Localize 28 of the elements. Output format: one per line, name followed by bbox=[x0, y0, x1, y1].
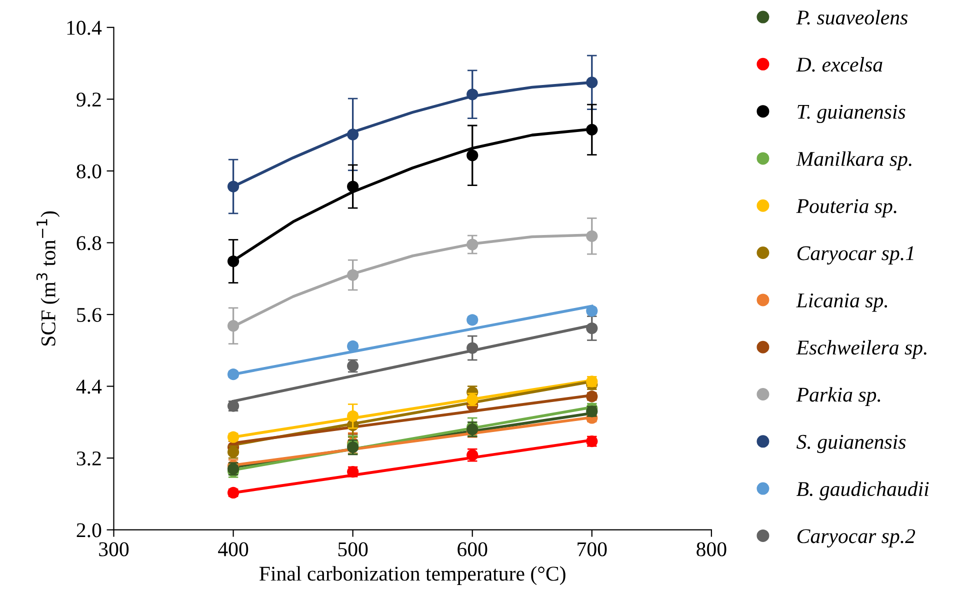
y-tick-label: 6.8 bbox=[76, 236, 102, 250]
legend-label: Eschweilera sp. bbox=[796, 340, 926, 359]
legend-label: S. guianensis bbox=[796, 434, 906, 454]
legend-label: Pouteria sp. bbox=[796, 199, 896, 218]
legend-label: Caryocar sp.1 bbox=[797, 246, 914, 265]
y-tick-label: 2.0 bbox=[76, 523, 102, 538]
y-tick-label: 4.4 bbox=[76, 380, 102, 394]
legend-label: P. suaveolens bbox=[796, 10, 908, 25]
legend-label: Caryocar sp.2 bbox=[797, 529, 916, 548]
x-tick-label: 800 bbox=[696, 542, 726, 556]
x-tick-label: 700 bbox=[578, 542, 607, 556]
legend-label: B. gaudichaudii bbox=[796, 481, 929, 500]
legend-label: Parkia sp. bbox=[796, 387, 880, 406]
legend-label: Licania sp. bbox=[796, 293, 888, 312]
x-axis-title: Final carbonization temperature (°C) bbox=[259, 566, 566, 585]
legend-label: T. guianensis bbox=[798, 104, 906, 124]
y-tick-label: 10.4 bbox=[67, 20, 102, 35]
y-tick-label: 8.0 bbox=[76, 164, 102, 178]
y-axis-title: SCF (m$^{3}$ ton$^{−1}$) bbox=[36, 211, 60, 346]
y-tick-label: 9.2 bbox=[76, 92, 101, 107]
legend-label: Manilkara sp. bbox=[796, 151, 912, 170]
y-tick-label: 3.2 bbox=[76, 451, 101, 466]
x-tick-label: 600 bbox=[458, 542, 488, 556]
x-tick-label: 300 bbox=[99, 542, 129, 556]
x-tick-label: 400 bbox=[218, 542, 248, 556]
x-tick-label: 500 bbox=[338, 542, 368, 556]
legend-label: D. excelsa bbox=[796, 57, 882, 72]
y-tick-label: 5.6 bbox=[77, 308, 102, 322]
